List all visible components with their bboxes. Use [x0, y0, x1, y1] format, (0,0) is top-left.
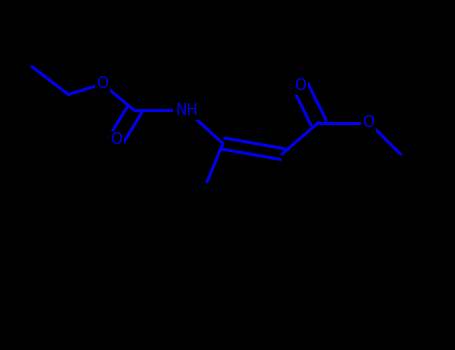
Text: O: O [96, 77, 108, 91]
Text: O: O [363, 115, 374, 130]
Text: O: O [110, 133, 122, 147]
Text: O: O [294, 78, 306, 93]
Text: NH: NH [175, 103, 198, 118]
